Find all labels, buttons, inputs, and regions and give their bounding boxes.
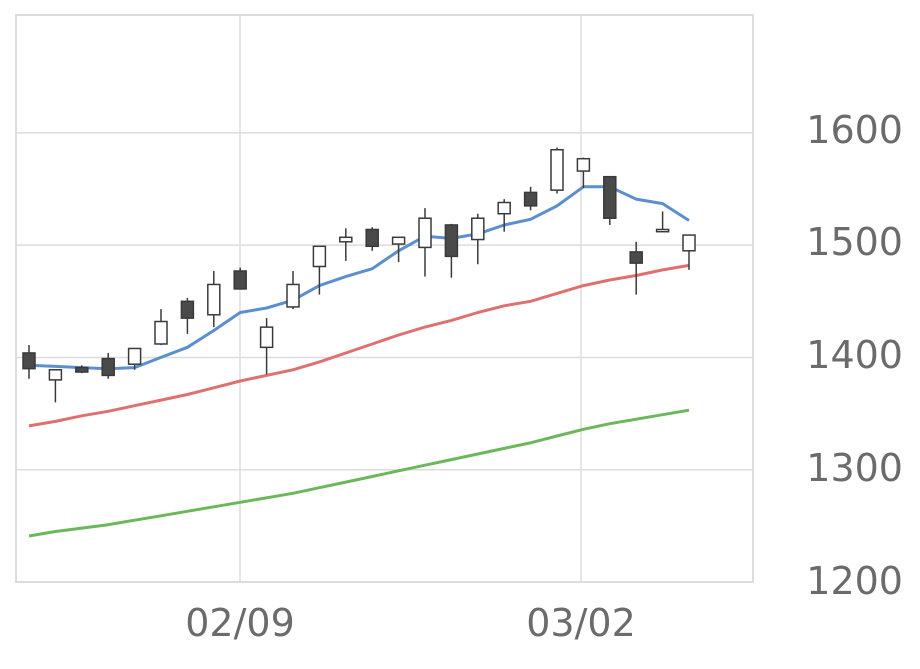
plot-area-border <box>15 14 754 583</box>
candle-body <box>180 300 195 319</box>
candle-up <box>497 199 511 232</box>
candle-down <box>233 267 247 290</box>
candle-up <box>576 157 591 188</box>
candle-down <box>444 223 459 278</box>
candle-up <box>339 228 353 261</box>
candle-down <box>101 352 115 379</box>
candle-body <box>550 148 564 191</box>
candle-body <box>233 270 247 290</box>
candle-up <box>550 147 564 194</box>
candle-up <box>312 245 327 295</box>
candle-up <box>418 208 432 277</box>
candle-body <box>682 234 696 252</box>
candle-body <box>286 283 300 308</box>
moving-average-short-line <box>28 185 690 371</box>
candle-body <box>259 326 274 349</box>
candlesticks <box>22 147 696 403</box>
candle-body <box>444 224 459 258</box>
candle-body <box>207 283 221 316</box>
candle-body <box>523 191 538 207</box>
candle-body <box>471 217 485 241</box>
candle-down <box>523 186 538 211</box>
candle-body <box>365 228 379 248</box>
candle-down <box>75 365 89 374</box>
candle-body <box>629 251 643 264</box>
x-tick-label: 02/09 <box>185 601 295 645</box>
candle-body <box>48 369 63 381</box>
candle-down <box>629 241 643 295</box>
candle-up <box>471 213 485 265</box>
candle-body <box>576 157 591 172</box>
candle-up <box>207 270 221 328</box>
candle-up <box>682 234 696 270</box>
candle-up <box>127 347 142 370</box>
candle-body <box>75 366 89 373</box>
candle-up <box>48 369 63 403</box>
y-tick-label: 1500 <box>806 220 903 264</box>
candle-body <box>127 347 142 365</box>
candle-body <box>497 201 511 215</box>
candle-body <box>101 357 115 377</box>
y-tick-label: 1200 <box>806 559 903 603</box>
y-tick-label: 1300 <box>806 446 903 490</box>
candle-up <box>286 270 300 310</box>
candle-up <box>154 309 168 346</box>
candle-up <box>259 318 274 375</box>
candle-body <box>418 217 432 249</box>
candle-body <box>339 236 353 243</box>
candle-body <box>154 320 168 345</box>
candle-body <box>391 236 406 245</box>
candle-body <box>655 228 670 233</box>
candle-body <box>22 352 36 370</box>
candle-down <box>180 297 195 334</box>
grid <box>16 15 753 582</box>
candle-down <box>365 227 379 251</box>
candle-body <box>312 245 327 268</box>
y-tick-label: 1400 <box>806 333 903 377</box>
moving-average-long-line <box>28 408 690 538</box>
moving-average-mid-line <box>28 263 690 428</box>
candle-up <box>655 211 670 233</box>
candle-up <box>391 236 406 263</box>
moving-average-lines <box>28 185 690 538</box>
x-tick-label: 03/02 <box>526 601 636 645</box>
candle-down <box>603 175 617 225</box>
y-tick-label: 1600 <box>806 108 903 152</box>
candle-down <box>22 345 36 379</box>
candle-body <box>603 175 617 219</box>
